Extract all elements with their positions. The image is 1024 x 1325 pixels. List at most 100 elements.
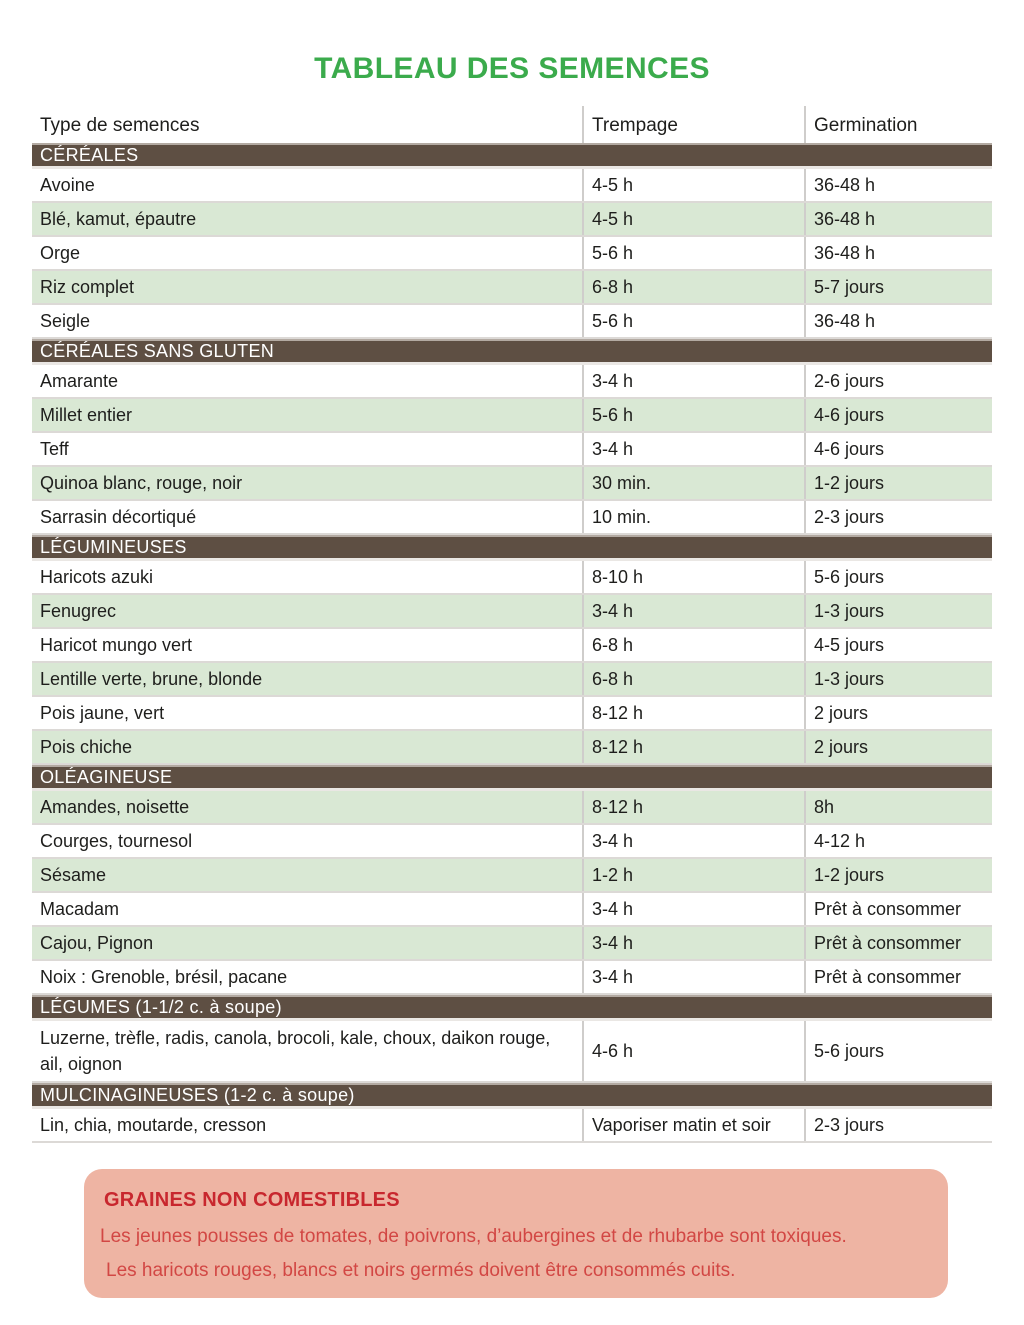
column-header-type: Type de semences	[32, 106, 584, 143]
cell-type: Millet entier	[32, 399, 584, 431]
column-header-trempage: Trempage	[584, 106, 806, 143]
cell-type: Haricots azuki	[32, 561, 584, 593]
warning-line-2: Les haricots rouges, blancs et noirs ger…	[106, 1260, 736, 1281]
cell-germination: 36-48 h	[814, 311, 876, 331]
cell-type: Sésame	[32, 859, 584, 891]
warning-line-1: Les jeunes pousses de tomates, de poivro…	[100, 1226, 847, 1247]
table-row: Millet entier 5-6 h 4-6 jours	[32, 399, 992, 433]
cell-germination: 5-7 jours	[814, 277, 885, 297]
table-row: Avoine 4-5 h 36-48 h	[32, 169, 992, 203]
cell-germination: Prêt à consommer	[814, 933, 962, 953]
cell-trempage: 6-8 h	[584, 663, 806, 695]
cell-type: Quinoa blanc, rouge, noir	[32, 467, 584, 499]
cell-germination: 36-48 h	[814, 243, 876, 263]
table-row: Pois chiche 8-12 h 2 jours	[32, 731, 992, 765]
section-header: OLÉAGINEUSE	[32, 765, 992, 791]
warning-title: GRAINES NON COMESTIBLES	[104, 1189, 400, 1211]
cell-germination: 2-3 jours	[814, 1115, 885, 1135]
cell-trempage: 6-8 h	[584, 271, 806, 303]
warning-box: GRAINES NON COMESTIBLES Les jeunes pouss…	[84, 1169, 948, 1298]
cell-germination: 4-12 h	[814, 831, 866, 851]
cell-trempage: 8-12 h	[584, 697, 806, 729]
cell-type: Pois chiche	[32, 731, 584, 763]
table-row: Haricot mungo vert 6-8 h 4-5 jours	[32, 629, 992, 663]
section-header: LÉGUMINEUSES	[32, 535, 992, 561]
cell-type: Cajou, Pignon	[32, 927, 584, 959]
cell-type: Seigle	[32, 305, 584, 337]
column-header-germination: Germination	[814, 115, 918, 136]
table-body: CÉRÉALES Avoine 4-5 h 36-48 h Blé, kamut, ép…	[32, 143, 992, 1143]
cell-trempage: 5-6 h	[584, 237, 806, 269]
cell-trempage: 3-4 h	[584, 595, 806, 627]
cell-germination: 1-3 jours	[814, 669, 885, 689]
cell-trempage: 3-4 h	[584, 893, 806, 925]
cell-type: Lentille verte, brune, blonde	[32, 663, 584, 695]
cell-trempage: 5-6 h	[584, 399, 806, 431]
cell-germination: 36-48 h	[814, 175, 876, 195]
cell-trempage: 3-4 h	[584, 365, 806, 397]
table-row: Haricots azuki 8-10 h 5-6 jours	[32, 561, 992, 595]
cell-trempage: 3-4 h	[584, 961, 806, 993]
cell-trempage: 30 min.	[584, 467, 806, 499]
table-row: Courges, tournesol 3-4 h 4-12 h	[32, 825, 992, 859]
page: TABLEAU DES SEMENCES Type de semences Tr…	[32, 52, 992, 1298]
page-title: TABLEAU DES SEMENCES	[314, 52, 710, 85]
cell-type: Pois jaune, vert	[32, 697, 584, 729]
cell-germination: 4-5 jours	[814, 635, 885, 655]
table-row: Blé, kamut, épautre 4-5 h 36-48 h	[32, 203, 992, 237]
cell-type: Amandes, noisette	[32, 791, 584, 823]
cell-trempage: Vaporiser matin et soir	[584, 1109, 806, 1141]
table-row: Fenugrec 3-4 h 1-3 jours	[32, 595, 992, 629]
cell-germination: 2 jours	[814, 703, 869, 723]
table-row: Amarante 3-4 h 2-6 jours	[32, 365, 992, 399]
table-row: Pois jaune, vert 8-12 h 2 jours	[32, 697, 992, 731]
cell-trempage: 3-4 h	[584, 433, 806, 465]
cell-type: Teff	[32, 433, 584, 465]
section-header: MULCINAGINEUSES (1-2 c. à soupe)	[32, 1083, 992, 1109]
section-header: CÉRÉALES SANS GLUTEN	[32, 339, 992, 365]
cell-type: Amarante	[32, 365, 584, 397]
cell-germination: 8h	[814, 797, 835, 817]
cell-type: Sarrasin décortiqué	[32, 501, 584, 533]
cell-germination: 5-6 jours	[814, 1041, 885, 1061]
cell-type: Avoine	[32, 169, 584, 201]
cell-trempage: 10 min.	[584, 501, 806, 533]
cell-type: Orge	[32, 237, 584, 269]
cell-germination: 4-6 jours	[814, 439, 885, 459]
cell-germination: Prêt à consommer	[814, 967, 962, 987]
table-row: Orge 5-6 h 36-48 h	[32, 237, 992, 271]
table-row: Macadam 3-4 h Prêt à consommer	[32, 893, 992, 927]
cell-germination: 2-3 jours	[814, 507, 885, 527]
cell-type: Haricot mungo vert	[32, 629, 584, 661]
table-row: Quinoa blanc, rouge, noir 30 min. 1-2 jour…	[32, 467, 992, 501]
table-row: Teff 3-4 h 4-6 jours	[32, 433, 992, 467]
cell-trempage: 4-5 h	[584, 169, 806, 201]
cell-type: Luzerne, trèfle, radis, canola, brocoli,…	[32, 1021, 584, 1081]
cell-trempage: 3-4 h	[584, 927, 806, 959]
table-row: Lentille verte, brune, blonde 6-8 h 1-3 jo…	[32, 663, 992, 697]
cell-germination: 1-3 jours	[814, 601, 885, 621]
cell-germination: 36-48 h	[814, 209, 876, 229]
cell-germination: 2-6 jours	[814, 371, 885, 391]
cell-type: Blé, kamut, épautre	[32, 203, 584, 235]
cell-trempage: 8-12 h	[584, 731, 806, 763]
cell-trempage: 1-2 h	[584, 859, 806, 891]
table-row: Sésame 1-2 h 1-2 jours	[32, 859, 992, 893]
table-header-row: Type de semences Trempage Germination	[32, 106, 992, 143]
cell-trempage: 5-6 h	[584, 305, 806, 337]
cell-germination: 2 jours	[814, 737, 869, 757]
cell-germination: 5-6 jours	[814, 567, 885, 587]
cell-trempage: 4-5 h	[584, 203, 806, 235]
section-header: LÉGUMES (1-1/2 c. à soupe)	[32, 995, 992, 1021]
table-row: Riz complet 6-8 h 5-7 jours	[32, 271, 992, 305]
table-row: Noix : Grenoble, brésil, pacane 3-4 h Prêt…	[32, 961, 992, 995]
cell-trempage: 8-10 h	[584, 561, 806, 593]
cell-type: Lin, chia, moutarde, cresson	[32, 1109, 584, 1141]
cell-type: Noix : Grenoble, brésil, pacane	[32, 961, 584, 993]
cell-germination: Prêt à consommer	[814, 899, 962, 919]
seeds-table: Type de semences Trempage Germination CÉ…	[32, 106, 992, 1143]
cell-trempage: 8-12 h	[584, 791, 806, 823]
table-row: Seigle 5-6 h 36-48 h	[32, 305, 992, 339]
cell-type: Macadam	[32, 893, 584, 925]
cell-type: Fenugrec	[32, 595, 584, 627]
